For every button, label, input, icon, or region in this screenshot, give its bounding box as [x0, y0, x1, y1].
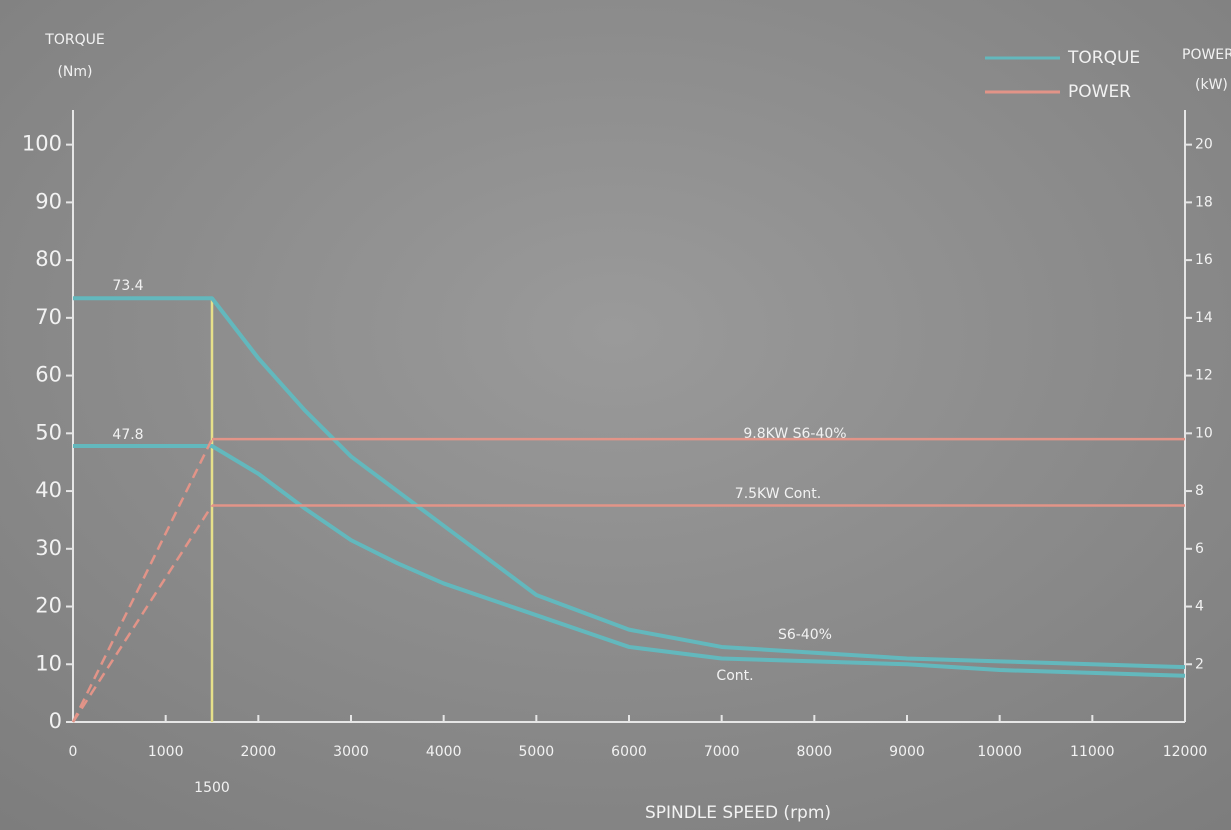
x-tick-label: 4000: [426, 744, 462, 760]
y-tick-label: 70: [35, 305, 62, 329]
y-tick-label: 20: [35, 594, 62, 618]
x-tick-label: 0: [69, 744, 78, 760]
y-tick-label: 100: [22, 132, 62, 156]
y2-tick-label: 18: [1195, 194, 1213, 210]
y-tick-label: 10: [35, 651, 62, 675]
torque-line: [73, 296, 1186, 670]
legend-label: POWER: [1068, 82, 1131, 102]
y2-tick-label: 2: [1195, 656, 1204, 672]
x-tick-label: 10000: [977, 744, 1022, 760]
y2-tick-label: 4: [1195, 599, 1204, 615]
y-unit: (Nm): [57, 64, 92, 80]
x-title: SPINDLE SPEED (rpm): [645, 803, 831, 823]
series-label: Cont.: [716, 668, 753, 684]
x-tick-label: 1000: [148, 744, 184, 760]
series-label: S6-40%: [778, 627, 832, 643]
power-segment: [71, 504, 214, 723]
y2-tick-label: 16: [1195, 252, 1213, 268]
x-tick-label: 7000: [704, 744, 740, 760]
legend-label: TORQUE: [1067, 48, 1140, 68]
y-tick-label: 80: [35, 247, 62, 271]
y-tick-label: 30: [35, 536, 62, 560]
y-tick-label: 40: [35, 478, 62, 502]
y2-tick-label: 10: [1195, 425, 1213, 441]
x-tick-label: 12000: [1163, 744, 1208, 760]
y-tick-label: 60: [35, 363, 62, 387]
x-tick-label: 6000: [611, 744, 647, 760]
y-title: TORQUE: [44, 32, 104, 48]
y-tick-label: 90: [35, 189, 62, 213]
y2-tick-label: 8: [1195, 483, 1204, 499]
x-tick-label: 3000: [333, 744, 369, 760]
y2-tick-label: 20: [1195, 137, 1213, 153]
y2-unit: (kW): [1195, 77, 1228, 93]
power-segment: [71, 438, 214, 723]
x-tick-label: 9000: [889, 744, 925, 760]
torque-line: [73, 444, 1186, 678]
x-tick-label: 5000: [519, 744, 555, 760]
series-label: 7.5KW Cont.: [735, 486, 821, 502]
x-tick-label: 2000: [241, 744, 277, 760]
y2-tick-label: 14: [1195, 310, 1213, 326]
reference-label: 1500: [194, 780, 230, 796]
value-label: 47.8: [112, 427, 143, 443]
y2-tick-label: 12: [1195, 368, 1213, 384]
y2-tick-label: 6: [1195, 541, 1204, 557]
y-tick-label: 50: [35, 420, 62, 444]
value-label: 73.4: [112, 278, 143, 294]
x-tick-label: 11000: [1070, 744, 1115, 760]
y2-title: POWER: [1182, 47, 1231, 63]
x-tick-label: 8000: [797, 744, 833, 760]
y-tick-label: 0: [49, 709, 62, 733]
